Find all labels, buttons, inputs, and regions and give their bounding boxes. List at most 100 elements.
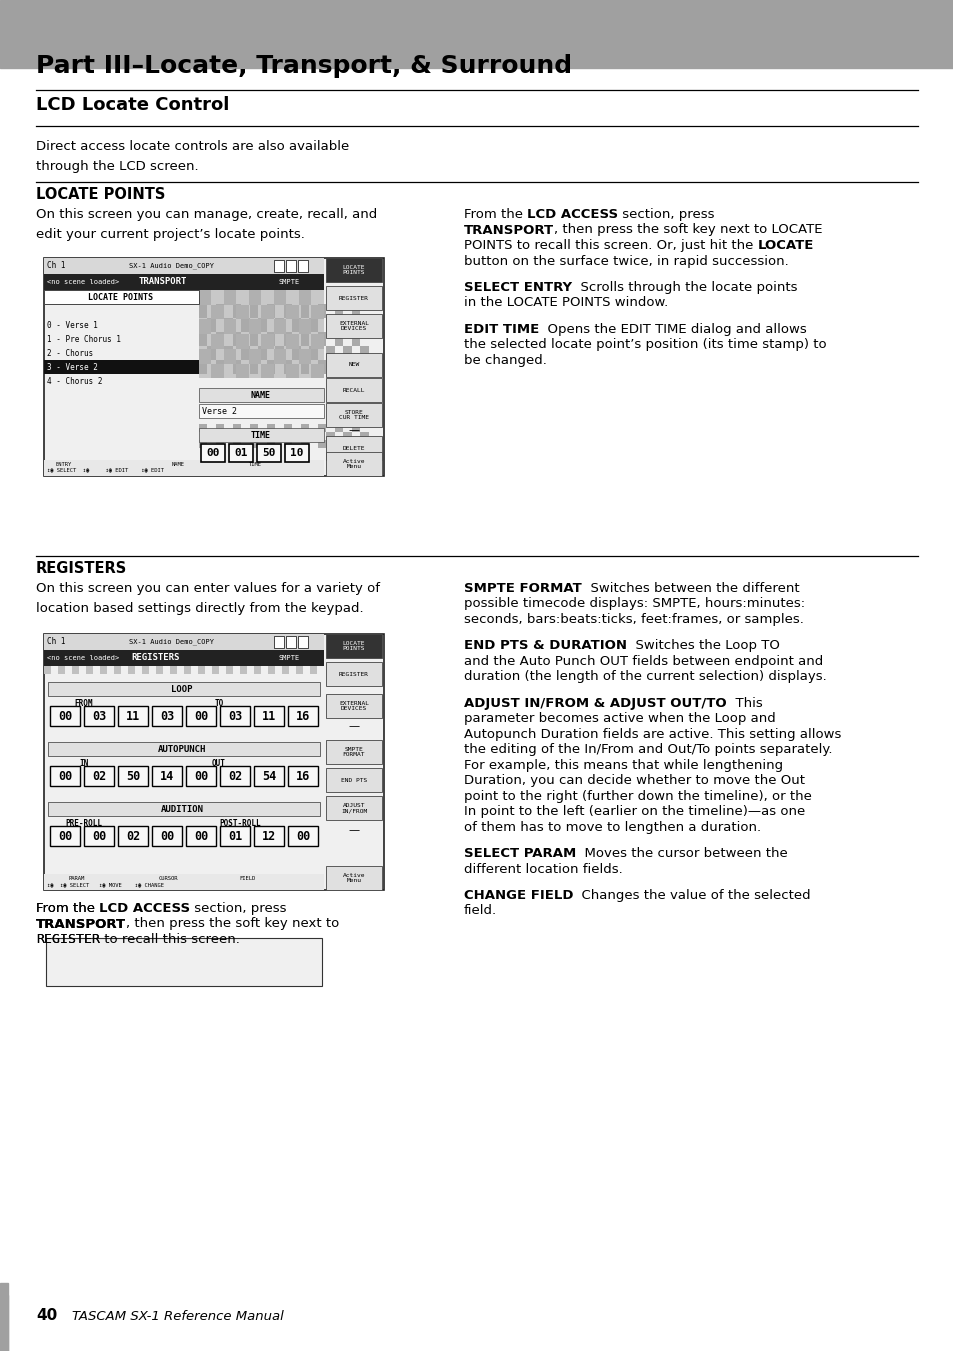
Text: of them has to move to lengthen a duration.: of them has to move to lengthen a durati… — [463, 820, 760, 834]
Text: TRANSPORT: TRANSPORT — [36, 917, 126, 931]
Bar — [241, 317, 250, 332]
Text: ↕◉  ↕◉ SELECT   ↕◉ MOVE    ↕◉ CHANGE: ↕◉ ↕◉ SELECT ↕◉ MOVE ↕◉ CHANGE — [47, 882, 164, 888]
Bar — [199, 428, 324, 442]
Bar — [284, 424, 293, 432]
Text: 4 - Chorus 2: 4 - Chorus 2 — [47, 377, 102, 385]
Bar — [44, 634, 384, 890]
Text: STORE
CUR TIME: STORE CUR TIME — [338, 409, 369, 420]
Text: 00: 00 — [91, 830, 106, 843]
Text: field.: field. — [463, 904, 497, 917]
Bar — [250, 359, 258, 374]
Text: 50: 50 — [262, 449, 275, 458]
Text: section, press: section, press — [191, 902, 287, 915]
Text: Ch 1: Ch 1 — [47, 638, 66, 647]
Bar — [326, 353, 381, 377]
Text: 14: 14 — [160, 770, 174, 782]
Bar — [301, 359, 309, 374]
Text: Moves the cursor between the: Moves the cursor between the — [576, 847, 787, 861]
Bar — [282, 666, 289, 674]
Text: 11: 11 — [126, 709, 140, 723]
Bar — [295, 666, 303, 674]
Bar — [241, 346, 250, 359]
Bar — [317, 359, 326, 374]
Bar — [267, 332, 275, 346]
Text: 11: 11 — [262, 709, 275, 723]
Bar — [199, 440, 208, 449]
Text: Active
Menu: Active Menu — [342, 873, 365, 884]
Text: Direct access locate controls are also available
through the LCD screen.: Direct access locate controls are also a… — [36, 141, 349, 173]
Bar — [128, 666, 135, 674]
Bar — [343, 432, 352, 440]
Bar — [199, 404, 324, 417]
Bar — [284, 359, 293, 374]
Bar — [285, 444, 309, 462]
Text: Changes the value of the selected: Changes the value of the selected — [573, 889, 810, 902]
Text: LCD Locate Control: LCD Locate Control — [36, 96, 229, 113]
Bar — [44, 459, 324, 476]
Bar — [326, 432, 335, 440]
Text: LOCATE: LOCATE — [757, 239, 813, 253]
Text: Opens the EDIT TIME dialog and allows: Opens the EDIT TIME dialog and allows — [538, 323, 806, 335]
Bar — [317, 304, 326, 317]
Bar — [44, 666, 51, 674]
Text: SX-1 Audio Demo_COPY: SX-1 Audio Demo_COPY — [129, 639, 213, 646]
Bar — [253, 825, 284, 846]
Bar — [220, 707, 250, 725]
Bar — [215, 424, 224, 432]
Bar — [326, 346, 335, 359]
Bar — [267, 304, 275, 317]
Text: TRANSPORT: TRANSPORT — [463, 223, 554, 236]
Bar — [275, 432, 284, 440]
Text: NAME: NAME — [251, 390, 271, 400]
Bar — [326, 258, 381, 282]
Text: SELECT PARAM: SELECT PARAM — [463, 847, 576, 861]
Bar — [100, 666, 107, 674]
Text: LOCATE
POINTS: LOCATE POINTS — [342, 265, 365, 276]
Text: different location fields.: different location fields. — [463, 862, 622, 875]
Bar — [343, 317, 352, 332]
Bar — [212, 305, 224, 319]
Text: On this screen you can manage, create, recall, and
edit your current project’s l: On this screen you can manage, create, r… — [36, 208, 376, 240]
Bar — [267, 424, 275, 432]
Bar — [352, 424, 360, 432]
Text: 40: 40 — [36, 1309, 57, 1324]
Bar — [301, 440, 309, 449]
Bar — [236, 363, 249, 378]
Text: 00: 00 — [193, 770, 208, 782]
Bar — [241, 432, 250, 440]
Bar — [309, 317, 317, 332]
Text: Autopunch Duration fields are active. This setting allows: Autopunch Duration fields are active. Th… — [463, 728, 841, 740]
Bar — [142, 666, 149, 674]
Text: <no scene loaded>: <no scene loaded> — [47, 655, 119, 661]
Bar — [250, 424, 258, 432]
Bar — [44, 258, 384, 476]
Text: parameter becomes active when the Loop and: parameter becomes active when the Loop a… — [463, 712, 775, 725]
Bar — [288, 766, 317, 786]
Bar — [326, 453, 381, 476]
Text: point to the right (further down the timeline), or the: point to the right (further down the tim… — [463, 790, 811, 802]
Bar — [170, 666, 177, 674]
Text: From the: From the — [463, 208, 527, 222]
Bar — [50, 707, 80, 725]
Text: 50: 50 — [126, 770, 140, 782]
Bar — [224, 319, 236, 334]
Bar — [268, 666, 274, 674]
Bar — [0, 1283, 8, 1351]
Text: the editing of the In/From and Out/To points separately.: the editing of the In/From and Out/To po… — [463, 743, 832, 757]
Text: POST-ROLL: POST-ROLL — [219, 820, 260, 828]
Text: Scrolls through the locate points: Scrolls through the locate points — [572, 281, 797, 295]
Text: TIME: TIME — [249, 462, 262, 467]
Bar — [326, 767, 381, 792]
Text: REGISTER: REGISTER — [36, 934, 100, 946]
Bar — [212, 334, 224, 349]
Bar — [249, 290, 261, 305]
Text: —: — — [348, 721, 359, 731]
Bar — [44, 258, 324, 274]
Text: 00: 00 — [160, 830, 174, 843]
Text: TRANSPORT: TRANSPORT — [139, 277, 187, 286]
Bar — [199, 424, 208, 432]
Bar — [253, 766, 284, 786]
Bar — [226, 666, 233, 674]
Text: 00: 00 — [193, 709, 208, 723]
Bar — [199, 290, 324, 378]
